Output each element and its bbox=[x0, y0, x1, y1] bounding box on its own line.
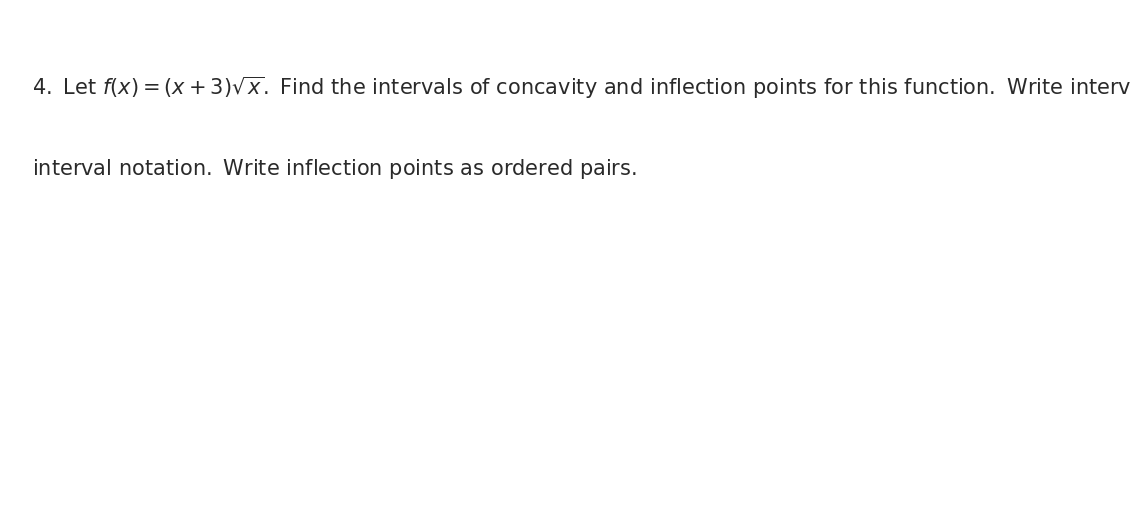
Text: $\mathrm{interval\ notation.\ Write\ inflection\ points\ as\ ordered\ pairs.}$: $\mathrm{interval\ notation.\ Write\ inf… bbox=[32, 157, 637, 180]
Text: $\mathrm{4.\ Let\ }f(x)=(x+3)\sqrt{x}\mathrm{.\ Find\ the\ intervals\ of\ concav: $\mathrm{4.\ Let\ }f(x)=(x+3)\sqrt{x}\ma… bbox=[32, 75, 1131, 101]
